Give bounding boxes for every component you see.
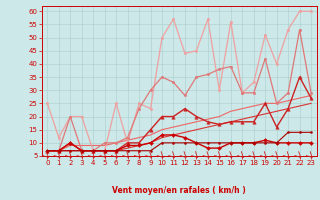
X-axis label: Vent moyen/en rafales ( km/h ): Vent moyen/en rafales ( km/h ) — [112, 186, 246, 195]
